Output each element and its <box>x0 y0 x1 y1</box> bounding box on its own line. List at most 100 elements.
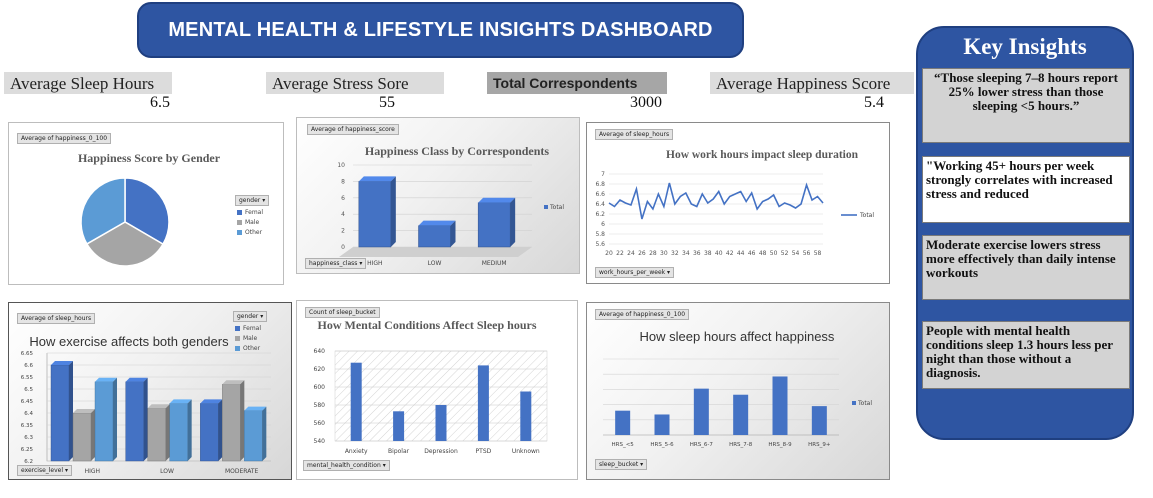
exercise-chart-panel: Average of sleep_hours How exercise affe… <box>8 302 292 480</box>
x-tick-label: 52 <box>781 250 789 257</box>
bar <box>435 405 447 441</box>
pie-chart-panel: Average of happiness_0_100 Happiness Sco… <box>8 122 284 285</box>
x-tick-label: 40 <box>715 250 723 257</box>
happiness-class-chart: 0 2 4 6 8 10 HIGH LOW MEDIUM Total <box>337 162 564 267</box>
legend-swatch <box>544 205 548 209</box>
x-tick-label: 20 <box>605 250 613 257</box>
bar-top <box>418 220 456 226</box>
legend-item: Other <box>235 345 261 352</box>
bar <box>244 410 263 462</box>
x-tick-label: LOW <box>160 468 174 475</box>
bar <box>393 411 405 441</box>
exercise-filter-label: exercise_level <box>21 467 64 474</box>
sleep-happiness-field-button[interactable]: Average of happiness_0_100 <box>595 309 690 320</box>
bar-side <box>262 406 267 461</box>
kpi-stress-label: Average Stress Sore <box>266 72 444 94</box>
y-tick-label: 6.45 <box>21 399 34 405</box>
series-line <box>608 182 824 220</box>
mental-conditions-chart: 540 560 580 600 620 640 Anxiety Bipolar Depressi… <box>314 348 548 455</box>
legend-label: Male <box>243 335 258 342</box>
exercise-legend-button[interactable]: gender ▾ <box>233 311 268 322</box>
x-tick-label: HIGH <box>85 468 100 475</box>
happiness-class-filter-button[interactable]: happiness_class ▾ <box>305 258 367 269</box>
bar <box>200 403 219 462</box>
bar <box>615 410 631 435</box>
happiness-class-title: Happiness Class by Correspondents <box>364 144 550 158</box>
legend-swatch <box>235 336 240 341</box>
bar-side <box>143 377 148 461</box>
x-tick-label: HRS_6-7 <box>690 442 714 448</box>
pie-filter-button[interactable]: gender ▾ <box>235 195 270 206</box>
work-hours-filter-button[interactable]: work_hours_per_week ▾ <box>595 267 675 278</box>
bar <box>477 365 489 441</box>
legend-swatch <box>235 326 240 331</box>
kpi-happiness-value: 5.4 <box>864 94 884 111</box>
dashboard-title: MENTAL HEALTH & LIFESTYLE INSIGHTS DASHB… <box>137 2 744 58</box>
bar-top <box>358 176 396 182</box>
bar-top <box>95 377 117 382</box>
bar-side <box>165 404 170 461</box>
mental-conditions-filter-button[interactable]: mental_health_condition ▾ <box>303 460 390 471</box>
work-hours-field-button[interactable]: Average of sleep_hours <box>595 129 674 140</box>
y-tick-label: 600 <box>314 384 326 391</box>
insight-item-3: Moderate exercise lowers stress more eff… <box>922 235 1130 300</box>
key-insights-title: Key Insights <box>963 34 1087 59</box>
x-tick-label: 48 <box>759 250 767 257</box>
legend-item: Femal <box>235 325 261 332</box>
exercise-chart: 6.2 6.25 6.3 6.35 6.4 6.45 6.5 6.55 6.6 6.65 HIGH L… <box>21 351 271 475</box>
bar-top <box>147 404 170 409</box>
x-tick-label: LOW <box>428 260 442 267</box>
bar <box>50 364 70 462</box>
exercise-legend-label: gender <box>237 313 259 320</box>
pie-filter-label: gender <box>239 197 261 204</box>
x-tick-label: Anxiety <box>345 448 368 455</box>
mental-conditions-field-button[interactable]: Count of sleep_bucket <box>305 307 380 318</box>
bar-top <box>200 399 223 404</box>
bar-side <box>91 409 95 461</box>
bar <box>772 376 788 435</box>
x-tick-label: 38 <box>704 250 712 257</box>
pie-chart <box>80 177 170 267</box>
legend-swatch <box>852 401 856 405</box>
kpi-happiness-label: Average Happiness Score <box>710 72 914 94</box>
legend-label: Other <box>245 229 263 236</box>
pie-legend: Femal Male Other <box>237 209 263 239</box>
y-tick-label: 5.6 <box>595 241 605 248</box>
legend-swatch <box>237 210 242 215</box>
pie-field-button[interactable]: Average of happiness_0_100 <box>17 133 112 144</box>
x-tick-label: Depression <box>424 448 458 455</box>
exercise-filter-button[interactable]: exercise_level ▾ <box>17 465 72 476</box>
exercise-field-button[interactable]: Average of sleep_hours <box>17 313 96 324</box>
y-tick-label: 2 <box>341 228 345 235</box>
happiness-class-field-button[interactable]: Average of happiness_score <box>307 124 399 135</box>
x-tick-label: 34 <box>682 250 690 257</box>
x-tick-label: HIGH <box>367 260 382 267</box>
x-tick-label: HRS_<5 <box>612 442 635 448</box>
legend-item: Male <box>237 219 263 226</box>
y-tick-label: 6.2 <box>24 459 33 465</box>
legend-item: Other <box>237 229 263 236</box>
happiness-class-filter-label: happiness_class <box>309 260 358 267</box>
exercise-legend: Femal Male Other <box>235 325 261 355</box>
y-tick-label: 540 <box>314 438 326 445</box>
x-tick-label: HRS_7-8 <box>729 442 753 448</box>
x-tick-label: 58 <box>814 250 822 257</box>
legend-swatch <box>237 220 242 225</box>
bar <box>169 403 188 462</box>
x-tick-label: 36 <box>693 250 701 257</box>
y-tick-label: 5.8 <box>595 231 605 238</box>
x-tick-label: 24 <box>627 250 635 257</box>
floor <box>339 247 532 257</box>
bar-side <box>69 361 73 461</box>
y-tick-label: 6.5 <box>24 387 33 393</box>
insight-item-2: "Working 45+ hours per week strongly cor… <box>922 156 1130 223</box>
pie-chart-title: Happiness Score by Gender <box>77 151 221 165</box>
bar <box>147 407 166 462</box>
mental-conditions-title: How Mental Conditions Affect Sleep hours <box>317 318 537 332</box>
work-hours-chart-panel: Average of sleep_hours How work hours im… <box>586 122 890 284</box>
sleep-happiness-chart: HRS_<5 HRS_5-6 HRS_6-7 HRS_7-8 HRS_8-9 HRS_9+… <box>603 358 872 448</box>
bar <box>222 383 241 462</box>
sleep-happiness-filter-button[interactable]: sleep_bucket ▾ <box>595 459 648 470</box>
y-tick-label: 6.3 <box>24 435 33 441</box>
x-tick-label: 42 <box>726 250 734 257</box>
